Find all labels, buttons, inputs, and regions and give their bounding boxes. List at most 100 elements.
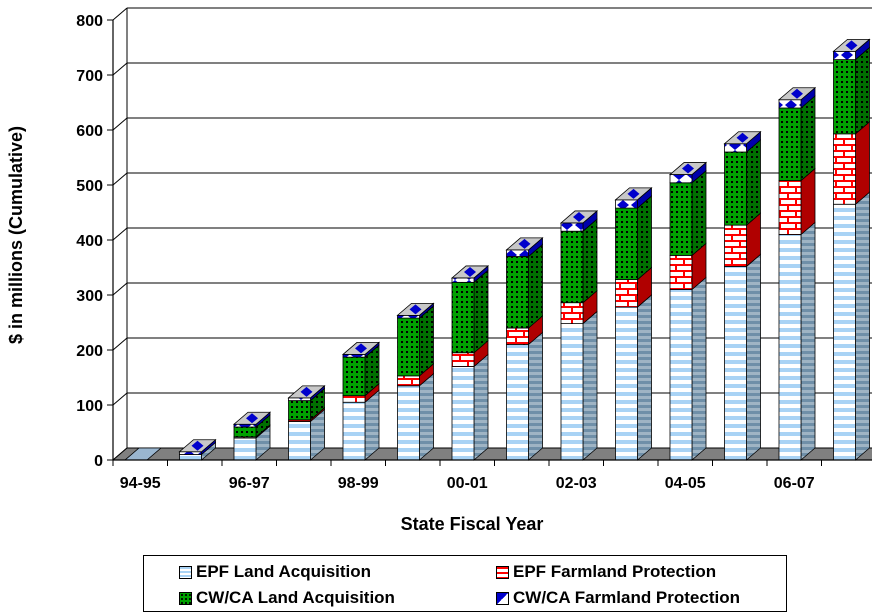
y-tick-label: 300 — [76, 288, 103, 305]
bar-stack — [396, 302, 435, 461]
bar-segment — [724, 224, 747, 267]
bar-top-marker — [300, 386, 313, 397]
bar-stack — [723, 130, 762, 461]
bar-top-marker — [736, 132, 749, 143]
gridline-side — [112, 62, 128, 76]
bar-segment — [288, 421, 311, 461]
bar-segment — [288, 397, 311, 402]
legend-label: CW/CA Farmland Protection — [513, 588, 740, 607]
bar-segment — [397, 314, 420, 319]
gridline-side — [112, 7, 128, 21]
x-tick-label: 00-01 — [447, 475, 488, 492]
x-tick-label: 04-05 — [665, 475, 706, 492]
bar-segment — [833, 203, 856, 461]
legend-item-epf-farm: EPF Farmland Protection — [496, 562, 716, 582]
bar-top-marker — [246, 413, 258, 424]
bar-segment — [288, 400, 311, 421]
legend-item-cwca-land: CW/CA Land Acquisition — [179, 588, 395, 608]
bar-segment — [615, 279, 638, 308]
bar-segment — [724, 151, 747, 226]
bar-segment-side — [691, 276, 707, 461]
bar-top-marker — [518, 238, 531, 249]
bar-segment-side — [855, 120, 870, 206]
gridline-side — [112, 337, 128, 351]
x-tick-label: 98-99 — [338, 475, 379, 492]
legend: EPF Land Acquisition EPF Farmland Protec… — [143, 555, 787, 612]
legend-item-epf-land: EPF Land Acquisition — [179, 562, 371, 582]
bar-segment — [233, 423, 257, 428]
bar-segment — [506, 256, 529, 329]
y-tick-label: 700 — [76, 68, 103, 85]
bar-stack — [232, 411, 272, 461]
y-tick-label: 800 — [76, 13, 103, 30]
bar-top-marker — [627, 188, 640, 199]
bar-segment — [724, 143, 747, 153]
gridline-side — [112, 227, 128, 241]
bar-top-marker — [355, 343, 367, 354]
bar-top-marker — [682, 163, 694, 174]
bar-segment-side — [800, 221, 816, 461]
bar-segment — [833, 59, 856, 135]
bar-segment — [179, 451, 202, 455]
bar-top-marker — [791, 88, 803, 99]
bar-segment — [615, 306, 638, 461]
bar-top-marker — [409, 304, 422, 315]
bar-top-marker — [464, 266, 476, 277]
bar-segment — [833, 50, 856, 60]
bar-segment-side — [691, 169, 707, 257]
bar-segment — [560, 323, 584, 461]
legend-label: EPF Land Acquisition — [196, 562, 372, 581]
bar-segment — [506, 249, 529, 257]
bar-segment — [560, 222, 584, 232]
bar-segment — [397, 385, 420, 461]
bar-top-marker — [191, 440, 204, 451]
bar-stack — [668, 161, 708, 461]
bar-segment-side — [637, 195, 652, 281]
bar-segment-side — [473, 269, 489, 354]
bar-segment — [669, 254, 693, 290]
bar-segment — [778, 107, 802, 181]
epf-farm-swatch-icon — [496, 565, 509, 579]
bar-stack — [287, 384, 326, 461]
y-tick-label: 600 — [76, 123, 103, 140]
x-tick-label: 94-95 — [120, 475, 161, 492]
bar-segment — [615, 207, 638, 281]
y-tick-label: 500 — [76, 178, 103, 195]
bar-segment-side — [419, 372, 434, 461]
bar-top-marker — [573, 211, 585, 222]
gridline-side — [112, 172, 128, 186]
bar-segment — [778, 234, 802, 461]
cwca-farm-swatch-icon — [496, 591, 509, 605]
epf-land-swatch-icon — [179, 565, 192, 579]
legend-label: CW/CA Land Acquisition — [196, 588, 395, 607]
bar-segment — [233, 426, 257, 438]
bar-segment-side — [746, 139, 761, 227]
bar-segment — [778, 180, 802, 235]
bar-segment-side — [855, 46, 870, 135]
bar-segment — [451, 277, 475, 283]
bar-segment-side — [528, 331, 543, 461]
bar-segment-side — [473, 353, 489, 461]
bar-stack — [777, 86, 817, 461]
bar-segment — [615, 199, 638, 209]
bar-segment — [778, 99, 802, 109]
y-tick-label: 400 — [76, 233, 103, 250]
bar-segment — [451, 352, 475, 367]
bar-segment — [451, 281, 475, 354]
bar-segment — [342, 395, 366, 403]
bar-segment-side — [800, 95, 816, 182]
x-axis-title: State Fiscal Year — [401, 514, 544, 534]
x-tick-label: 06-07 — [774, 475, 815, 492]
bar-stack — [832, 38, 871, 461]
bar-segment — [397, 375, 420, 387]
bar-segment — [506, 327, 529, 345]
bar-segment — [342, 353, 366, 358]
x-tick-label: 02-03 — [556, 475, 597, 492]
legend-item-cwca-farm: CW/CA Farmland Protection — [496, 588, 740, 608]
y-axis-title: $ in millions (Cumulative) — [6, 126, 26, 344]
bar-stack — [505, 237, 544, 461]
gridline-side — [112, 282, 128, 296]
bar-segment — [560, 230, 584, 304]
bar-segment-side — [582, 218, 598, 304]
chart: 0 100 200 300 400 500 600 700 800 94-95 96-97 98-99… — [6, 7, 872, 534]
